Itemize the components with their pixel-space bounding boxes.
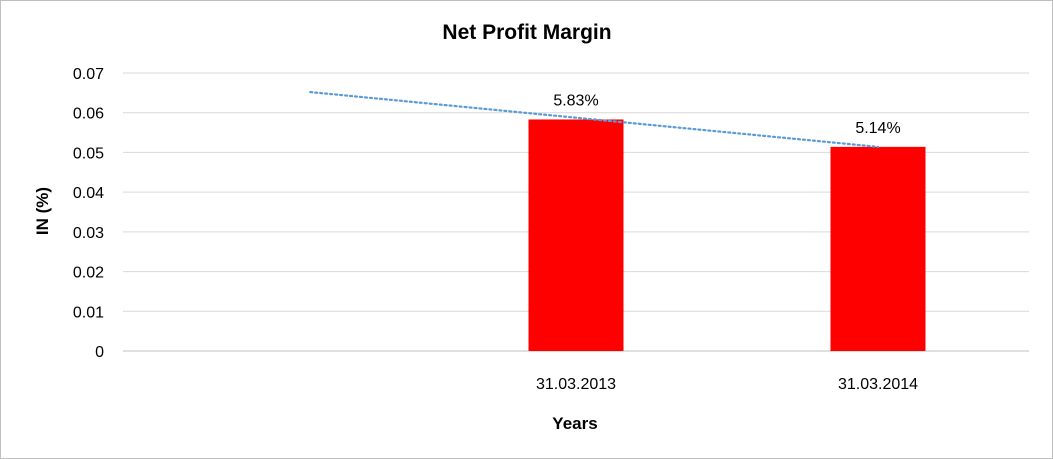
bar — [528, 119, 624, 351]
x-axis-title: Years — [552, 414, 597, 433]
y-tick-label: 0.07 — [73, 66, 104, 83]
x-tick-label: 31.03.2014 — [838, 376, 918, 393]
y-tick-label: 0 — [95, 344, 104, 361]
trendline — [309, 90, 880, 148]
y-tick-label: 0.04 — [73, 185, 104, 202]
y-tick-label: 0.01 — [73, 304, 104, 321]
y-tick-label: 0.03 — [73, 225, 104, 242]
y-tick-label: 0.06 — [73, 106, 104, 123]
bars — [528, 119, 926, 351]
chart-title: Net Profit Margin — [442, 21, 611, 44]
bar — [830, 146, 926, 351]
data-labels: 5.83% 5.14% — [553, 92, 900, 136]
y-tick-label: 0.05 — [73, 145, 104, 162]
y-axis-title: IN (%) — [33, 187, 52, 235]
data-label: 5.14% — [855, 120, 900, 137]
y-tick-label: 0.02 — [73, 265, 104, 282]
x-tick-label: 31.03.2013 — [536, 376, 616, 393]
x-axis-ticks: 31.03.2013 31.03.2014 — [536, 376, 918, 393]
data-label: 5.83% — [553, 92, 598, 109]
y-axis-ticks: 0 0.01 0.02 0.03 0.04 0.05 0.06 0.07 — [73, 66, 104, 361]
trendline-line — [309, 90, 880, 148]
